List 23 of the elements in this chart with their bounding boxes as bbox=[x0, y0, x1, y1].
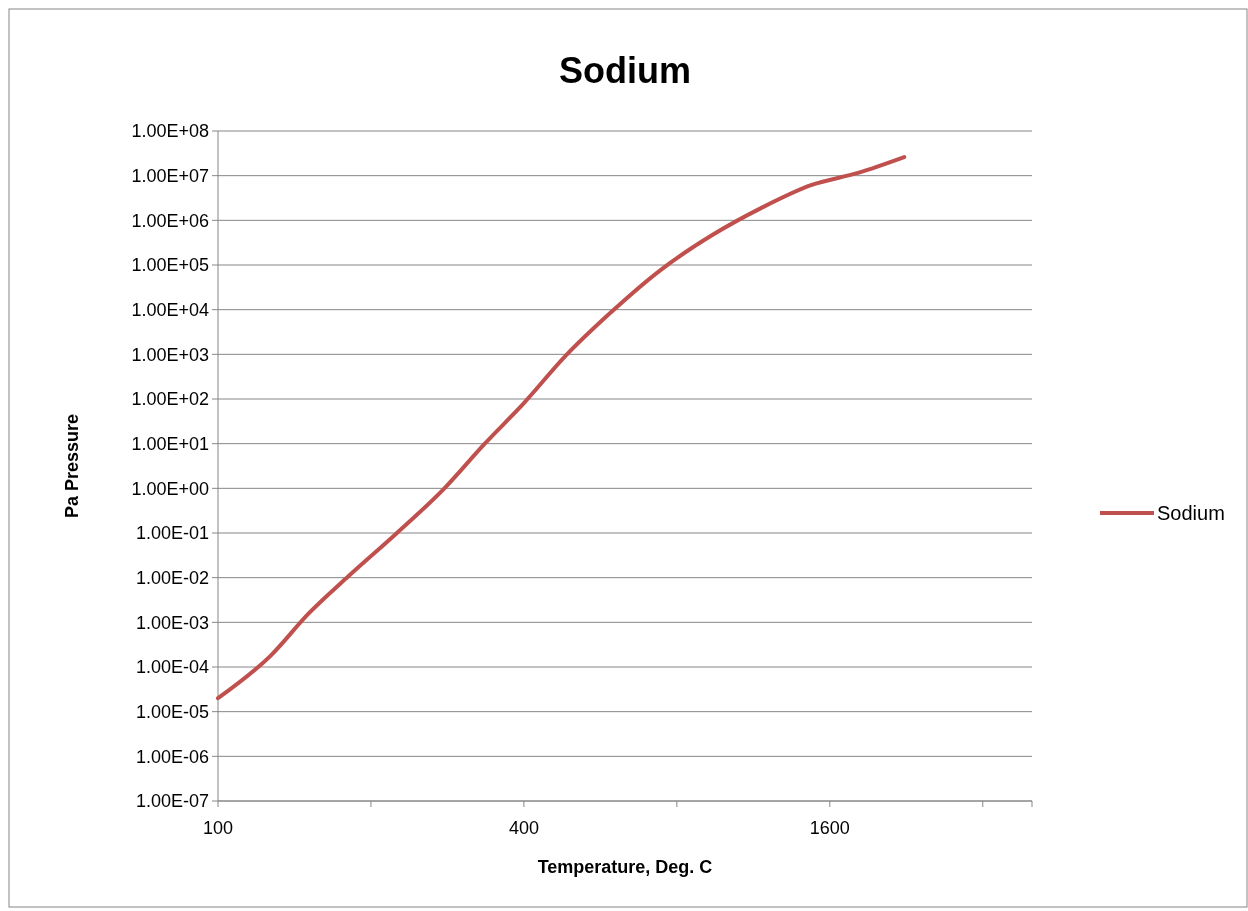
y-tick-label: 1.00E+06 bbox=[131, 210, 209, 231]
y-tick-label: 1.00E+05 bbox=[131, 255, 209, 276]
x-tick-label: 400 bbox=[508, 818, 539, 838]
y-tick-label: 1.00E-03 bbox=[135, 612, 209, 633]
y-tick-label: 1.00E-02 bbox=[135, 567, 209, 588]
y-tick-label: 1.00E+01 bbox=[131, 433, 209, 454]
y-tick-label: 1.00E+07 bbox=[131, 165, 209, 186]
y-tick-label: 1.00E-05 bbox=[135, 701, 209, 722]
y-axis-title: Pa Pressure bbox=[62, 413, 82, 519]
chart-title: Sodium bbox=[559, 50, 691, 91]
legend-label: Sodium bbox=[1157, 502, 1225, 524]
y-tick-label: 1.00E+00 bbox=[131, 478, 209, 499]
y-tick-label: 1.00E+04 bbox=[131, 299, 209, 320]
y-tick-label: 1.00E-06 bbox=[135, 746, 209, 767]
y-tick-label: 1.00E+02 bbox=[131, 389, 209, 410]
x-tick-label: 100 bbox=[202, 818, 234, 838]
x-tick-label: 1600 bbox=[809, 818, 850, 838]
y-tick-label: 1.00E+03 bbox=[131, 344, 209, 365]
y-tick-label: 1.00E-01 bbox=[135, 523, 209, 544]
y-tick-label: 1.00E-07 bbox=[135, 791, 209, 812]
x-axis-title: Temperature, Deg. C bbox=[537, 857, 713, 877]
y-tick-label: 1.00E-04 bbox=[135, 657, 209, 678]
y-tick-label: 1.00E+08 bbox=[131, 121, 209, 142]
